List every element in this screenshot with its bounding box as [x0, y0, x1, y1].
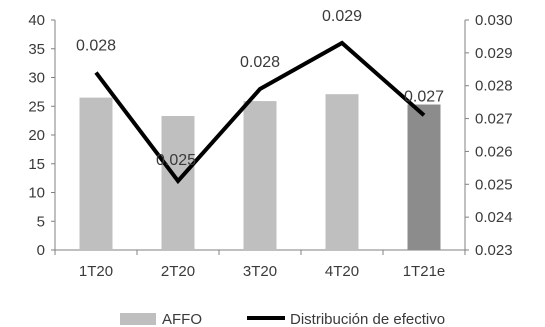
line-data-label: 0.028 [240, 54, 280, 71]
line-data-label: 0.029 [322, 8, 362, 25]
left-tick-label: 0 [37, 242, 45, 259]
right-tick-label: 0.025 [475, 176, 513, 193]
left-tick-label: 5 [37, 213, 45, 230]
category-label: 1T20 [79, 263, 113, 280]
right-tick-label: 0.030 [475, 12, 513, 29]
right-tick-label: 0.028 [475, 78, 513, 95]
right-tick-label: 0.024 [475, 209, 513, 226]
category-label: 4T20 [325, 263, 359, 280]
left-tick-label: 10 [28, 185, 45, 202]
right-tick-label: 0.023 [475, 242, 513, 259]
right-tick-label: 0.029 [475, 45, 513, 62]
bar-affo-1T20 [79, 97, 113, 250]
legend-label-affo: AFFO [162, 311, 202, 327]
left-tick-label: 40 [28, 12, 45, 29]
category-label: 1T21e [403, 263, 446, 280]
category-label: 3T20 [243, 263, 277, 280]
left-tick-label: 25 [28, 98, 45, 115]
right-tick-label: 0.026 [475, 143, 513, 160]
left-tick-label: 15 [28, 156, 45, 173]
bars [79, 94, 441, 251]
bar-affo-1T21e [407, 104, 441, 251]
legend: AFFO Distribución de efectivo [120, 311, 445, 327]
left-tick-label: 35 [28, 41, 45, 58]
line-data-label: 0.028 [76, 38, 116, 55]
legend-label-distribucion: Distribución de efectivo [290, 311, 445, 327]
line-data-label: 0.025 [156, 152, 196, 169]
category-labels: 1T20 2T20 3T20 4T20 1T21e [54, 250, 466, 280]
bar-affo-4T20 [325, 94, 359, 250]
right-tick-labels: 0.023 0.024 0.025 0.026 0.027 0.028 0.029 0.030 [465, 12, 513, 259]
line-data-labels: 0.028 0.025 0.028 0.029 0.027 [76, 8, 444, 169]
left-tick-label: 20 [28, 127, 45, 144]
line-data-label: 0.027 [404, 88, 444, 105]
left-tick-label: 30 [28, 70, 45, 87]
line-distribucion [94, 40, 426, 185]
bar-affo-3T20 [243, 101, 277, 250]
left-tick-labels: 0 5 10 15 20 25 30 35 40 [28, 12, 55, 259]
line-series [94, 40, 426, 185]
legend-swatch-affo [120, 313, 156, 325]
right-tick-label: 0.027 [475, 111, 513, 128]
category-label: 2T20 [161, 263, 195, 280]
